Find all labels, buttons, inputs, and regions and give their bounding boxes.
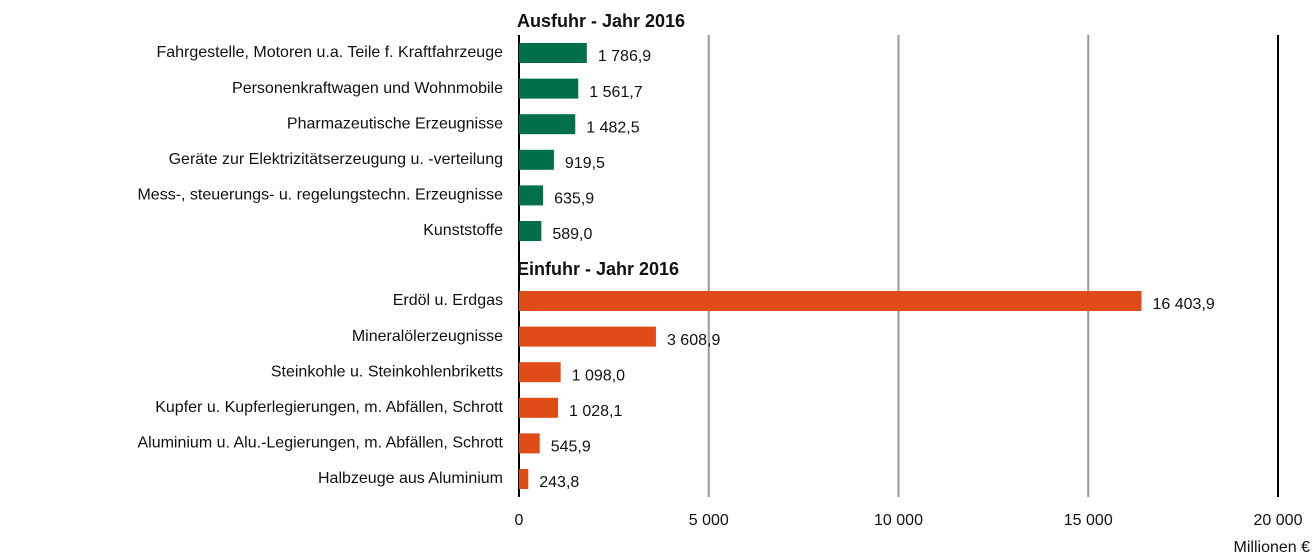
y-tick-label: Pharmazeutische Erzeugnisse: [287, 115, 503, 132]
x-tick-label: 0: [515, 512, 524, 529]
y-tick-label: Steinkohle u. Steinkohlenbriketts: [271, 363, 503, 380]
value-label: 919,5: [565, 155, 605, 172]
value-label: 545,9: [551, 439, 591, 456]
y-tick-label: Fahrgestelle, Motoren u.a. Teile f. Kraf…: [156, 44, 503, 61]
value-label: 243,8: [539, 474, 579, 491]
y-tick-label: Personenkraftwagen und Wohnmobile: [232, 80, 503, 97]
x-tick-label: 5 000: [689, 512, 729, 529]
value-label: 589,0: [552, 226, 592, 243]
x-tick-label: 15 000: [1064, 512, 1113, 529]
y-tick-label: Mess-, steuerungs- u. regelungstechn. Er…: [137, 187, 503, 204]
value-label: 1 786,9: [598, 48, 651, 65]
y-tick-label: Mineralölerzeugnisse: [352, 328, 503, 345]
y-tick-label: Halbzeuge aus Aluminium: [318, 470, 503, 487]
bar: [519, 433, 540, 454]
y-tick-label: Aluminium u. Alu.-Legierungen, m. Abfäll…: [137, 435, 503, 452]
y-tick-label: Erdöl u. Erdgas: [393, 292, 503, 309]
bar: [519, 326, 656, 347]
x-axis-label: Millionen €: [1234, 539, 1311, 555]
y-tick-label: Kunststoffe: [423, 222, 503, 239]
value-label: 1 028,1: [569, 403, 622, 420]
bar: [519, 221, 542, 241]
x-tick-label: 20 000: [1254, 512, 1303, 529]
bar: [519, 78, 579, 99]
bar: [519, 149, 554, 170]
bar: [519, 362, 561, 383]
y-tick-label: Geräte zur Elektrizitätserzeugung u. -ve…: [169, 151, 503, 168]
x-tick-label: 10 000: [874, 512, 923, 529]
bar: [519, 291, 1142, 311]
value-label: 1 561,7: [589, 84, 642, 101]
value-label: 1 098,0: [572, 367, 625, 384]
bar: [519, 185, 544, 206]
value-label: 635,9: [554, 191, 594, 208]
y-tick-label: Kupfer u. Kupferlegierungen, m. Abfällen…: [155, 399, 503, 416]
group-title: Ausfuhr - Jahr 2016: [517, 11, 685, 31]
value-label: 1 482,5: [586, 119, 639, 136]
bar: [519, 43, 587, 63]
bar: [519, 114, 576, 135]
value-label: 3 608,9: [667, 332, 720, 349]
bar: [519, 397, 559, 418]
value-label: 16 403,9: [1153, 296, 1215, 313]
bar: [519, 469, 529, 489]
group-title: Einfuhr - Jahr 2016: [517, 259, 679, 279]
